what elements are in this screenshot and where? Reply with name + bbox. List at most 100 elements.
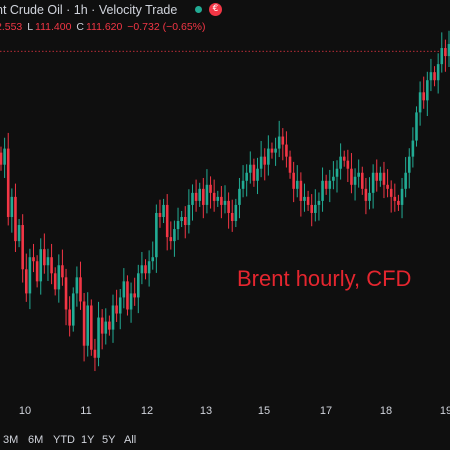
candle-body (426, 80, 429, 101)
candle-body (93, 349, 97, 358)
candle-body (155, 212, 158, 258)
candle-body (24, 269, 28, 294)
candle-body (346, 160, 350, 169)
candle-body (223, 200, 227, 205)
x-tick-label: 10 (19, 405, 31, 417)
candle-body (429, 72, 433, 81)
candle-body (418, 92, 422, 113)
candle-body (147, 261, 151, 274)
candle-body (100, 317, 104, 334)
candle-body (14, 196, 17, 242)
candle-body (162, 204, 165, 217)
candle-body (209, 184, 212, 193)
low-label: L (27, 21, 34, 33)
candle-body (126, 281, 129, 310)
candle-body (234, 204, 238, 222)
candle-body (411, 140, 415, 157)
range-1y-button[interactable]: 1Y (81, 434, 95, 446)
candle-body (444, 48, 447, 57)
candle-body (285, 144, 288, 157)
candle-body (61, 265, 64, 278)
candle-body (202, 188, 205, 205)
candle-body (216, 196, 220, 201)
candle-body (321, 180, 324, 201)
candle-body (357, 172, 360, 177)
candle-body (86, 305, 90, 346)
x-tick-label: 13 (200, 405, 212, 417)
candle-body (310, 204, 314, 213)
candle-body (335, 168, 339, 177)
candle-body (447, 44, 450, 57)
candle-body (227, 200, 230, 213)
range-3m-button[interactable]: 3M (3, 434, 19, 446)
candle-body (35, 261, 39, 282)
candle-body (252, 164, 256, 181)
change-value: −0.732 (−0.65%) (127, 21, 206, 33)
candle-body (212, 192, 216, 201)
candle-body (144, 265, 147, 274)
candle-body (342, 156, 346, 161)
candle-body (75, 277, 79, 294)
x-tick-label: 18 (380, 405, 392, 417)
candle-body (21, 225, 24, 270)
range-all-button[interactable]: All (124, 434, 137, 446)
candle-body (46, 257, 50, 266)
candle-body (151, 257, 155, 262)
symbol-title[interactable]: nt Crude Oil · 1h · Velocity Trade (0, 3, 178, 17)
candle-body (158, 212, 162, 217)
x-tick-label: 12 (141, 405, 153, 417)
candle-body (115, 305, 118, 314)
candle-body (108, 321, 111, 330)
candle-body (353, 176, 357, 185)
candle-body (53, 273, 57, 290)
candle-body (400, 188, 404, 205)
x-tick-label: 17 (320, 405, 332, 417)
candle-body (133, 293, 136, 298)
candles (0, 30, 450, 372)
candle-body (104, 321, 108, 334)
candle-body (256, 168, 259, 181)
candle-body (43, 249, 46, 266)
candle-body (97, 317, 100, 358)
candle-body (389, 188, 393, 197)
candle-body (404, 172, 407, 189)
candle-body (10, 196, 14, 217)
candle-body (3, 148, 6, 165)
candle-body (39, 249, 43, 282)
candle-body (17, 225, 21, 242)
candle-body (324, 180, 328, 189)
candle-body (136, 273, 140, 298)
range-ytd-button[interactable]: YTD (53, 434, 75, 446)
candle-body (295, 180, 299, 189)
candle-body (332, 176, 335, 181)
candle-body (433, 72, 436, 81)
candle-body (371, 172, 375, 193)
range-6m-button[interactable]: 6M (28, 434, 44, 446)
candle-body (407, 156, 411, 173)
market-status-icon (195, 6, 202, 13)
candle-body (350, 168, 353, 185)
candle-body (183, 216, 187, 226)
candle-body (176, 221, 180, 230)
candle-body (415, 112, 418, 141)
candle-body (0, 152, 3, 165)
candle-body (111, 305, 115, 330)
candle-body (68, 309, 71, 326)
low-value: 111.400 (35, 21, 72, 33)
candle-body (364, 188, 368, 201)
candle-body (288, 156, 292, 173)
x-tick-label: 15 (258, 405, 270, 417)
currency-icon[interactable]: € (209, 3, 222, 16)
close-label: C (76, 21, 84, 33)
candle-body (274, 148, 277, 153)
candle-body (259, 156, 263, 169)
range-5y-button[interactable]: 5Y (102, 434, 116, 446)
candle-body (267, 148, 270, 165)
candle-body (393, 196, 397, 201)
candle-body (173, 229, 176, 242)
candle-body (440, 48, 444, 65)
candle-body (82, 301, 86, 346)
candle-body (205, 184, 209, 205)
candle-body (277, 136, 281, 149)
candlestick-chart[interactable]: 10 11 12 13 15 17 18 19 (0, 0, 450, 428)
